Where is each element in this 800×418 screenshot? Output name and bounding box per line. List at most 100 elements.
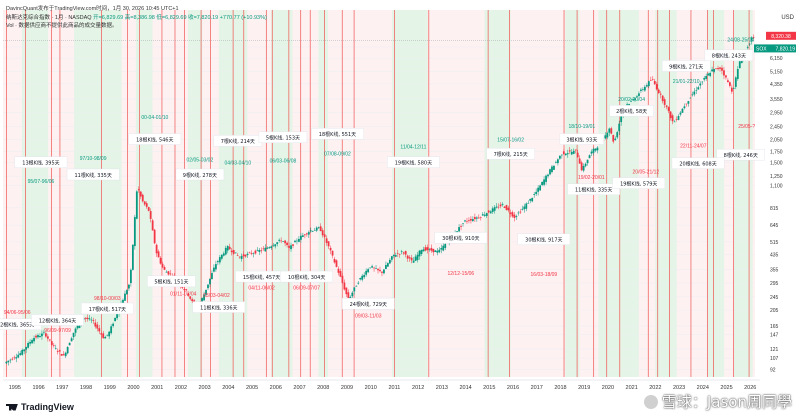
candle-body bbox=[341, 275, 344, 283]
x-tick-label: 2010 bbox=[365, 385, 377, 391]
candle-body bbox=[383, 269, 385, 274]
candle-body bbox=[564, 153, 567, 156]
annotation-label: 9根K线, 271天 bbox=[669, 63, 703, 70]
candle-body bbox=[705, 75, 708, 79]
candle-body bbox=[701, 81, 704, 83]
candle-body bbox=[327, 241, 330, 247]
candle-body bbox=[252, 253, 255, 255]
annotation-date: 00-04-01/10 bbox=[141, 115, 168, 121]
candle-body bbox=[533, 194, 536, 195]
candle-body bbox=[430, 247, 433, 251]
candle-body bbox=[258, 250, 261, 253]
tradingview-logo-icon bbox=[6, 403, 18, 411]
x-tick-label: 2013 bbox=[436, 385, 448, 391]
candle-body bbox=[296, 240, 298, 242]
candle-body bbox=[169, 273, 172, 275]
candle-body bbox=[523, 206, 526, 210]
annotation-date: 18/10-19/01 bbox=[568, 124, 595, 130]
annotation-box bbox=[662, 60, 711, 72]
candle-body bbox=[750, 37, 753, 42]
candle-body bbox=[234, 252, 237, 254]
candle-body bbox=[343, 282, 346, 290]
candle-body bbox=[580, 162, 583, 171]
candle-body bbox=[209, 278, 211, 285]
candle-body bbox=[675, 119, 678, 120]
candle-body bbox=[242, 254, 245, 257]
candle-body bbox=[274, 244, 277, 247]
candle-body bbox=[679, 112, 682, 115]
candle-body bbox=[517, 212, 520, 214]
sma-value: 7,820.19 bbox=[776, 46, 796, 52]
candle-body bbox=[390, 256, 393, 260]
annotation-label: 10根K线, 304天 bbox=[288, 274, 325, 281]
candle-body bbox=[634, 98, 636, 100]
candle-body bbox=[207, 284, 209, 289]
x-tick-label: 2023 bbox=[673, 385, 685, 391]
candle-body bbox=[167, 271, 170, 275]
annotation-box bbox=[342, 297, 395, 310]
candle-body bbox=[489, 211, 492, 214]
candle-body bbox=[422, 249, 425, 252]
annotation-label: 3根K线, 93天 bbox=[566, 136, 597, 143]
last-price-value: 8,320.38 bbox=[771, 34, 791, 40]
x-tick-label: 1999 bbox=[104, 385, 116, 391]
candle-body bbox=[305, 233, 308, 235]
candle-body bbox=[549, 169, 551, 175]
candle-body bbox=[468, 219, 470, 221]
candle-body bbox=[270, 246, 273, 249]
candle-body bbox=[9, 359, 12, 361]
candle-body bbox=[491, 208, 494, 212]
candle-body bbox=[410, 257, 413, 261]
currency-label: USD bbox=[781, 15, 794, 21]
y-tick-label: 1,100 bbox=[770, 184, 783, 190]
candle-body bbox=[139, 191, 142, 197]
tradingview-logo[interactable]: TradingView bbox=[6, 402, 74, 412]
y-tick-label: 205 bbox=[770, 308, 779, 314]
x-tick-label: 2012 bbox=[412, 385, 424, 391]
candle-body bbox=[58, 350, 61, 352]
candle-body bbox=[33, 338, 35, 342]
candle-body bbox=[736, 69, 739, 79]
candle-body bbox=[582, 165, 585, 171]
candle-body bbox=[108, 331, 111, 337]
candle-body bbox=[282, 241, 285, 242]
candle-body bbox=[337, 268, 340, 273]
candle-body bbox=[339, 271, 342, 277]
annotation-date: 20/02-20/04 bbox=[618, 97, 645, 103]
candle-body bbox=[106, 334, 109, 336]
candle-body bbox=[27, 342, 30, 348]
candle-body bbox=[141, 194, 144, 202]
x-tick-label: 2001 bbox=[151, 385, 163, 391]
candle-body bbox=[470, 218, 472, 221]
candle-body bbox=[353, 287, 356, 292]
x-tick-label: 2004 bbox=[222, 385, 234, 391]
candle-body bbox=[655, 84, 658, 90]
candle-body bbox=[551, 166, 553, 173]
candle-body bbox=[359, 277, 362, 280]
candle-body bbox=[665, 105, 668, 107]
annotation-box bbox=[14, 156, 68, 168]
candle-body bbox=[509, 212, 512, 214]
candle-body bbox=[238, 256, 241, 258]
candle-body bbox=[507, 207, 510, 211]
bull-span-8 bbox=[484, 10, 511, 377]
candle-body bbox=[52, 345, 55, 346]
candle-body bbox=[363, 274, 366, 278]
candle-body bbox=[412, 260, 415, 263]
candle-body bbox=[181, 287, 184, 288]
candle-body bbox=[147, 207, 150, 211]
candle-body bbox=[294, 240, 296, 243]
candle-body bbox=[321, 230, 324, 236]
candle-body bbox=[558, 155, 561, 159]
annotation-box bbox=[147, 275, 196, 288]
x-tick-label: 2007 bbox=[293, 385, 305, 391]
x-tick-label: 2005 bbox=[246, 385, 258, 391]
candle-body bbox=[385, 265, 387, 270]
volume-line: Vol · 数据供应商不提供此商品的成交量数据。 bbox=[6, 23, 118, 29]
candle-body bbox=[335, 260, 338, 267]
candle-body bbox=[638, 93, 640, 96]
candle-body bbox=[213, 267, 215, 272]
candle-body bbox=[529, 198, 532, 201]
candle-body bbox=[266, 247, 269, 249]
candle-body bbox=[211, 273, 213, 280]
